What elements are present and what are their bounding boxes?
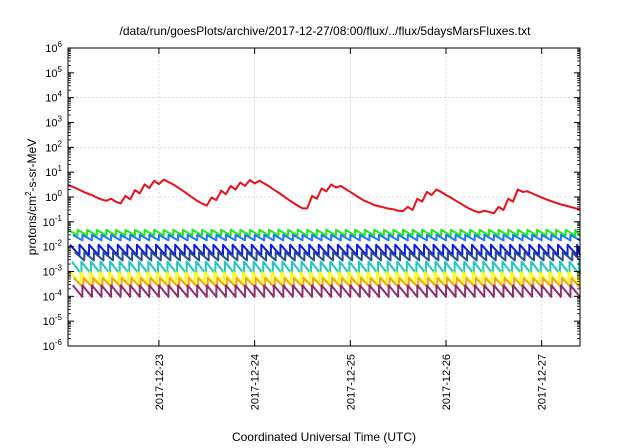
y-tick-label: 103 (45, 115, 62, 130)
series-line-8 (73, 276, 581, 289)
series-line-1 (67, 178, 581, 215)
x-axis: 2017-12-23 2017-12-24 2017-12-25 2017-12-26… (154, 48, 549, 410)
x-axis-label: Coordinated Universal Time (UTC) (232, 430, 416, 444)
series-line-4 (69, 243, 581, 257)
y-tick-label: 10-6 (43, 338, 63, 353)
series-line-9 (72, 284, 581, 298)
series-line-2 (67, 228, 581, 237)
y-tick-label: 102 (45, 139, 62, 154)
y-tick-label: 10-4 (43, 288, 63, 303)
x-tick-label: 2017-12-25 (345, 354, 357, 410)
y-tick-label: 104 (45, 90, 62, 105)
y-tick-label: 10-2 (43, 239, 63, 254)
x-tick-label: 2017-12-24 (250, 354, 262, 410)
y-tick-label: 10-3 (43, 264, 63, 279)
y-tick-label: 106 (45, 40, 62, 55)
chart-title: /data/run/goesPlots/archive/2017-12-27/0… (120, 24, 532, 38)
x-tick-label: 2017-12-27 (537, 354, 549, 410)
y-tick-label: 105 (45, 65, 62, 80)
x-tick-label: 2017-12-26 (441, 354, 453, 410)
series-line-5 (74, 251, 581, 262)
y-tick-label: 100 (45, 189, 62, 204)
grid (68, 48, 580, 346)
y-tick-label: 10-5 (43, 313, 63, 328)
series-group (67, 178, 581, 298)
y-axis: 10-6 10-5 10-4 10-3 10-2 10-1 100 101 102 103 104 1… (43, 40, 580, 353)
y-tick-label: 10-1 (43, 214, 63, 229)
series-line-3 (72, 233, 581, 242)
x-tick-label: 2017-12-23 (154, 354, 166, 410)
y-axis-label: protons/cm2-s-sr-MeV (24, 139, 39, 255)
y-tick-label: 101 (45, 164, 62, 179)
series-line-7 (70, 271, 581, 286)
